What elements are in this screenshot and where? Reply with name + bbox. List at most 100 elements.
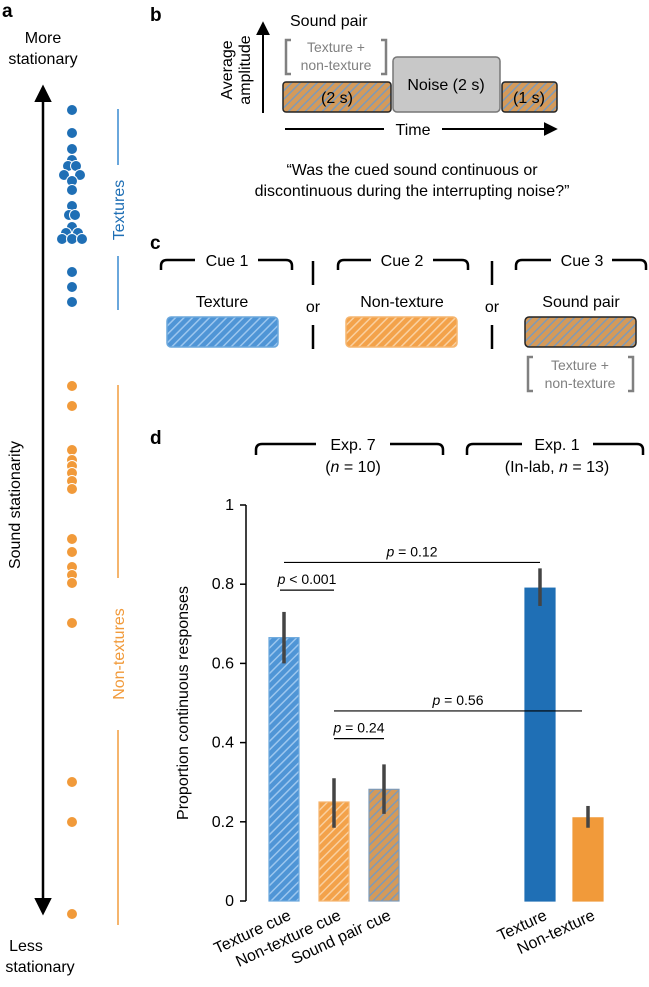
sound-segment-1 <box>282 81 392 113</box>
segment-1-label: (2 s) <box>321 90 353 107</box>
question-line-1: “Was the cued sound continuous or <box>286 162 538 179</box>
texture-dot <box>66 233 78 245</box>
comparison-label-2: p = 0.24 <box>333 720 385 736</box>
y-tick-label: 0.6 <box>212 655 234 672</box>
nontexture-cue-box <box>345 316 458 348</box>
cue2-label: Non-texture <box>360 294 444 311</box>
cue2-header-left <box>336 258 371 270</box>
nontexture-dot <box>66 617 78 629</box>
amplitude-label-2: amplitude <box>237 35 254 104</box>
cue3-label: Sound pair <box>542 294 620 311</box>
cue2-header-right <box>433 258 470 270</box>
cue3-header: Cue 3 <box>561 253 604 270</box>
exp1-header-right <box>593 442 645 455</box>
nontexture-dot <box>66 444 78 456</box>
cue1-label: Texture <box>196 294 249 311</box>
nontextures-label: Non-textures <box>111 608 128 700</box>
texture-dot <box>66 266 78 278</box>
exp7-title: Exp. 7 <box>330 437 375 454</box>
texture-dot <box>56 233 68 245</box>
exp7-subtitle-n: n <box>331 459 340 476</box>
y-tick-label: 0.4 <box>212 735 234 752</box>
pair-bracket-text-1: Texture + <box>307 39 365 55</box>
exp1-title: Exp. 1 <box>534 437 579 454</box>
more-label-1: More <box>25 30 62 47</box>
texture-dot <box>66 104 78 116</box>
texture-dot <box>66 127 78 139</box>
cue3-header-right <box>612 258 648 270</box>
sound-pair-title: Sound pair <box>290 13 368 30</box>
y-tick-label: 1 <box>225 497 234 514</box>
cue3-bracket-text-1: Texture + <box>551 357 609 373</box>
panel-c: c Cue 1 Cue 2 Cue 3 Texture or Non-textu… <box>150 233 648 393</box>
texture-dot <box>74 169 86 181</box>
cue1-header-right <box>258 258 294 270</box>
panel-a-letter: a <box>2 1 13 22</box>
y-axis-label: Proportion continuous responses <box>175 586 192 820</box>
or-label-2: or <box>485 299 500 316</box>
pair-bracket-right <box>381 38 388 76</box>
exp7-subtitle: (n = 10) <box>325 459 381 476</box>
textures-label: Textures <box>111 180 128 240</box>
texture-dot <box>66 184 78 196</box>
exp7-header-left <box>254 442 316 455</box>
comparison-label-4: p = 0.56 <box>432 692 484 708</box>
cue3-bracket-right <box>628 355 635 393</box>
texture-dot <box>76 233 88 245</box>
segment-3-label: (1 s) <box>513 90 545 107</box>
cue2-header: Cue 2 <box>381 253 424 270</box>
noise-label: Noise (2 s) <box>407 77 484 94</box>
less-label-1: Less <box>9 938 43 955</box>
cue3-header-left <box>514 258 551 270</box>
cue3-bracket-left <box>526 355 533 393</box>
exp1-subtitle-pre: (In-lab, <box>505 459 559 476</box>
nontexture-dot <box>66 577 78 589</box>
bar-1 <box>268 637 300 902</box>
panel-a: a More stationary Sound stationarity Les… <box>2 1 128 976</box>
y-tick-label: 0.8 <box>212 576 234 593</box>
exp7-header-right <box>390 442 445 455</box>
texture-dot <box>58 169 70 181</box>
bars <box>268 568 604 902</box>
texture-cue-box <box>166 316 279 348</box>
nontexture-dot <box>66 400 78 412</box>
nontexture-dot <box>66 546 78 558</box>
comparisons: p < 0.001 p = 0.24 p = 0.12 p = 0.56 <box>277 543 582 740</box>
exp1-subtitle: (In-lab, n = 13) <box>505 459 610 476</box>
pair-bracket-text-2: non-texture <box>301 57 372 73</box>
or-label-1: or <box>306 299 321 316</box>
panel-d: d Exp. 7 (n = 10) Exp. 1 (In-lab, n = 13… <box>150 428 645 971</box>
nontexture-dot <box>66 816 78 828</box>
sound-pair-cue-box <box>524 316 637 348</box>
panel-d-letter: d <box>150 428 162 449</box>
noise-segment <box>392 56 501 113</box>
nontexture-dot <box>66 483 78 495</box>
nontexture-dot <box>66 380 78 392</box>
texture-dot <box>66 143 78 155</box>
texture-dot <box>66 296 78 308</box>
cue1-header-left <box>159 258 195 270</box>
exp1-subtitle-n: n <box>559 459 568 476</box>
nontexture-dot <box>66 908 78 920</box>
pair-bracket-left <box>284 38 291 76</box>
y-ticks: 0 0.2 0.4 0.6 0.8 1 <box>212 497 246 910</box>
time-label: Time <box>396 122 431 139</box>
less-label-2: stationary <box>5 959 74 976</box>
panel-b: b Sound pair Texture + non-texture Avera… <box>150 5 569 200</box>
stationarity-dots <box>56 104 88 920</box>
more-label-2: stationary <box>8 51 77 68</box>
exp7-subtitle-pre: ( <box>325 459 331 476</box>
texture-dot <box>69 209 81 221</box>
exp1-header-left <box>465 442 522 455</box>
texture-dot <box>66 281 78 293</box>
bar-4 <box>524 587 556 902</box>
panel-c-letter: c <box>150 233 161 254</box>
sound-segment-3 <box>501 81 558 113</box>
panel-b-letter: b <box>150 5 162 26</box>
nontexture-dot <box>66 776 78 788</box>
amplitude-label-1: Average <box>219 40 236 99</box>
comparison-label-3: p = 0.12 <box>386 543 438 559</box>
cue1-header: Cue 1 <box>206 253 249 270</box>
